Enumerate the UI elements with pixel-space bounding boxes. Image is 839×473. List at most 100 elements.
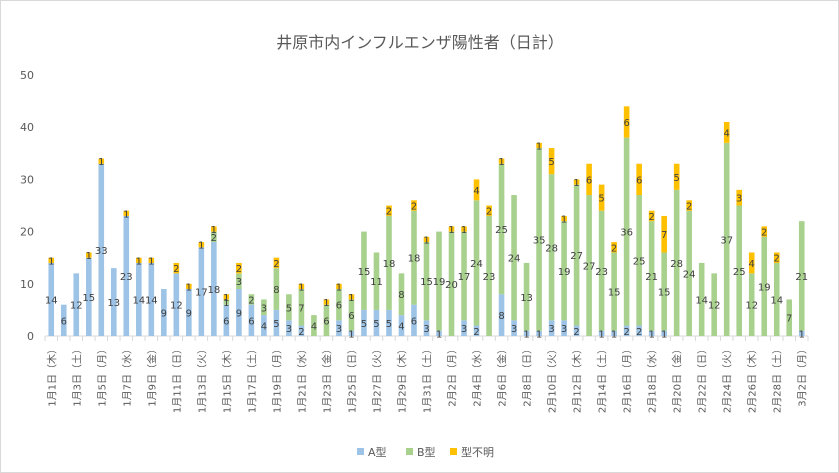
x-tick-label: 2月14日（土） (596, 344, 609, 413)
data-label: 12 (745, 301, 758, 312)
data-label: 1 (336, 282, 342, 293)
bar-segment (85, 252, 92, 258)
data-label: 1 (648, 329, 654, 340)
data-label: 15 (658, 288, 671, 299)
bar-segment (736, 205, 743, 336)
bar-segment (786, 299, 793, 336)
data-label: 24 (508, 254, 521, 265)
x-tick-label: 1月11日（日） (171, 344, 183, 413)
x-tick-label: 2月20日（金） (671, 344, 684, 413)
bar-segment (236, 289, 242, 336)
data-label: 1 (348, 329, 354, 340)
data-label: 1 (198, 241, 204, 252)
data-label: 3 (286, 324, 292, 335)
bar-segment (411, 210, 417, 305)
data-label: 8 (398, 290, 404, 301)
data-label: 2 (761, 228, 767, 239)
bar-segment (611, 252, 617, 331)
y-tick-label: 40 (20, 121, 34, 134)
data-label: 7 (298, 303, 304, 314)
bar-segment (573, 325, 580, 336)
data-label: 1 (661, 329, 667, 340)
bar-segment (186, 283, 192, 290)
data-label: 27 (583, 262, 596, 273)
bar-segment (798, 330, 805, 336)
x-tick-label: 1月3日（土） (70, 344, 83, 407)
bar-segment (523, 330, 530, 336)
bar-segment (436, 330, 442, 336)
data-label: 8 (273, 285, 279, 296)
bar-segment (198, 247, 205, 336)
bar-segment (286, 320, 292, 336)
bar-segment (773, 252, 780, 263)
bar-segment (623, 106, 630, 138)
x-tick-label: 2月24日（火） (722, 344, 734, 413)
y-tick-label: 30 (20, 173, 34, 186)
bar-segment (511, 320, 517, 336)
bar-segment (73, 273, 80, 336)
bar-segment (436, 231, 442, 331)
data-label: 24 (470, 259, 483, 270)
bar-segment (623, 137, 630, 326)
bar-segment (411, 304, 417, 336)
bar-segment (736, 189, 743, 206)
bar-segment (686, 210, 692, 336)
data-label: 1 (348, 293, 354, 304)
bar-segment (48, 257, 55, 263)
x-tick-label: 2月18日（水） (647, 344, 659, 413)
data-label: 2 (486, 207, 492, 218)
data-label: 19 (558, 267, 571, 278)
data-label: 6 (348, 311, 354, 322)
bar-segment (698, 262, 705, 336)
bar-segment (323, 299, 330, 305)
bar-segment (336, 289, 342, 321)
x-tick-label: 2月22日（日） (697, 344, 709, 413)
x-tick-label: 1月9日（金） (145, 344, 158, 407)
data-label: 21 (645, 272, 658, 283)
x-axis (44, 335, 809, 341)
bar-segment (336, 283, 342, 290)
bar-segment (636, 195, 642, 326)
bar-segment (536, 142, 542, 149)
data-label: 1 (186, 282, 192, 293)
bar-segment (423, 236, 430, 243)
data-label: 11 (370, 277, 383, 288)
bar-segment (498, 163, 505, 295)
data-label: 1 (598, 329, 604, 340)
data-label: 1 (536, 141, 542, 152)
bar-segment (211, 231, 217, 243)
x-tick-label: 1月5日（月） (96, 344, 108, 407)
bar-segment (48, 262, 55, 336)
data-label: 13 (107, 298, 120, 309)
bar-segment (123, 210, 130, 216)
chart-title: 井原市内インフルエンザ陽性者（日計） (276, 33, 564, 52)
data-label: 1 (498, 157, 504, 168)
bar-segment (498, 158, 505, 164)
bar-segment (386, 309, 392, 336)
bar-segment (311, 315, 317, 336)
bar-segment (198, 242, 205, 248)
bar-segment (648, 221, 655, 331)
bar-segment (173, 273, 180, 336)
data-label: 36 (620, 228, 633, 239)
data-label: 6 (323, 316, 329, 327)
y-tick-label: 20 (20, 226, 34, 239)
bar-segment (673, 163, 680, 190)
data-label: 3 (336, 324, 342, 335)
bar-segment (361, 309, 367, 336)
data-label: 2 (273, 259, 279, 270)
data-label: 1 (523, 329, 529, 340)
x-tick-label: 2月10日（火） (547, 344, 559, 413)
bar-segment (136, 262, 142, 336)
bar-segment (273, 268, 280, 310)
data-label: 28 (545, 243, 558, 254)
bar-segment (486, 215, 492, 336)
data-label: 21 (795, 272, 808, 283)
bar-segment (723, 121, 730, 143)
bar-segment (748, 252, 755, 274)
data-label: 6 (223, 316, 229, 327)
data-label: 14 (145, 295, 158, 306)
data-label: 5 (386, 319, 392, 330)
x-tick-label: 2月8日（日） (522, 344, 534, 407)
data-label: 4 (724, 128, 730, 139)
